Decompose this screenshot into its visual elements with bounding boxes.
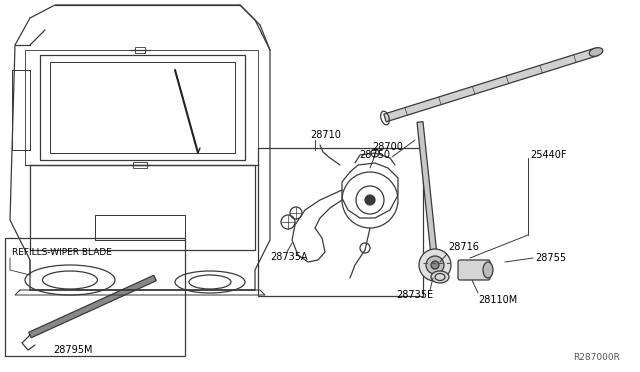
Bar [258, 148, 423, 296]
Text: R287000R: R287000R [573, 353, 620, 362]
Ellipse shape [483, 262, 493, 278]
Ellipse shape [589, 48, 603, 56]
Bar [5, 238, 185, 356]
Text: 25440F: 25440F [530, 150, 566, 160]
FancyBboxPatch shape [458, 260, 490, 280]
Circle shape [426, 256, 444, 274]
Text: 28735A: 28735A [270, 252, 308, 262]
Bar [135, 47, 145, 53]
Text: 28750: 28750 [359, 150, 390, 160]
Text: 28795M: 28795M [53, 345, 93, 355]
Text: 28755: 28755 [535, 253, 566, 263]
Polygon shape [417, 122, 438, 265]
Polygon shape [384, 48, 597, 122]
Text: 28700: 28700 [372, 142, 403, 152]
Ellipse shape [431, 271, 449, 283]
Bar [133, 162, 147, 168]
Text: 28110M: 28110M [478, 295, 517, 305]
Circle shape [365, 195, 375, 205]
Circle shape [431, 261, 439, 269]
Polygon shape [29, 275, 156, 338]
Text: 28710: 28710 [310, 130, 341, 140]
Circle shape [419, 249, 451, 281]
Text: 28716: 28716 [448, 242, 479, 252]
Text: REFILLS-WIPER BLADE: REFILLS-WIPER BLADE [12, 248, 112, 257]
Text: 28735E: 28735E [396, 290, 433, 300]
